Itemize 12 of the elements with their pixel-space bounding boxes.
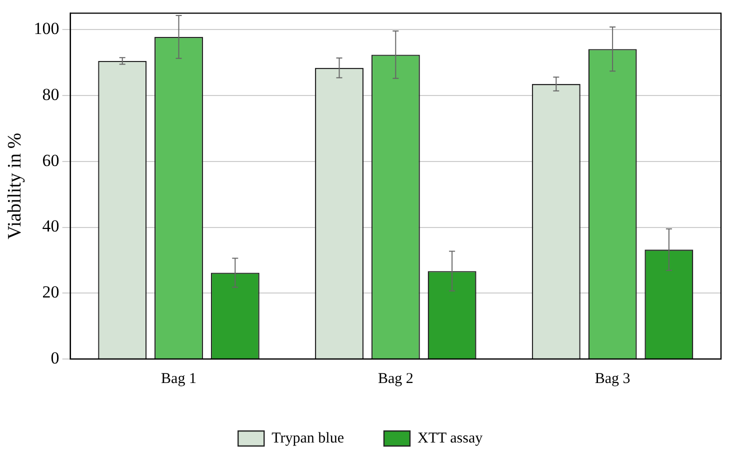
y-tick-label: 80 [42,85,60,104]
y-tick-label: 60 [42,150,60,170]
legend-label: XTT assay [417,430,484,446]
x-tick-label: Bag 2 [378,370,414,387]
x-tick-label: Bag 3 [594,370,630,387]
y-tick-label: 0 [50,348,60,368]
y-tick-label: 20 [42,282,60,302]
y-tick-label: 40 [42,216,60,236]
x-tick-label: Bag 1 [161,370,196,387]
y-tick-label: 100 [34,19,60,38]
y-axis-title: Viability in % [4,132,26,240]
legend-label: Trypan blue [272,430,344,446]
